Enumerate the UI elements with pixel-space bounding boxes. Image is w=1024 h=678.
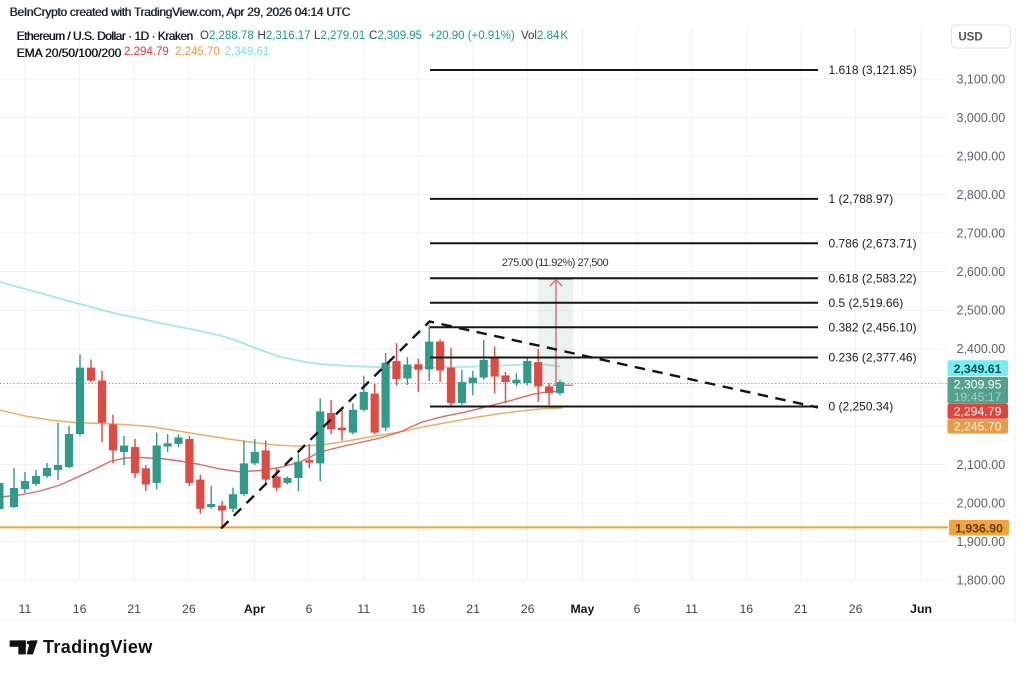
svg-text:26: 26	[849, 602, 863, 616]
svg-text:Jun: Jun	[910, 602, 932, 616]
svg-text:21: 21	[127, 602, 141, 616]
svg-text:3,100.00: 3,100.00	[957, 72, 1006, 86]
svg-text:2,900.00: 2,900.00	[957, 149, 1006, 163]
svg-text:16: 16	[73, 602, 87, 616]
svg-text:2,309.95: 2,309.95	[954, 377, 1002, 391]
svg-text:1,800.00: 1,800.00	[957, 573, 1006, 587]
svg-text:2,245.70: 2,245.70	[954, 420, 1002, 434]
svg-text:2,800.00: 2,800.00	[957, 188, 1006, 202]
svg-text:2,700.00: 2,700.00	[957, 226, 1006, 240]
svg-text:6: 6	[634, 602, 641, 616]
svg-text:0 (2,250.34): 0 (2,250.34)	[829, 400, 894, 414]
svg-text:2,100.00: 2,100.00	[957, 458, 1006, 472]
svg-text:26: 26	[521, 602, 535, 616]
svg-text:21: 21	[794, 602, 808, 616]
svg-text:26: 26	[182, 602, 196, 616]
svg-text:275.00 (11.92%) 27,500: 275.00 (11.92%) 27,500	[502, 257, 609, 269]
svg-text:16: 16	[739, 602, 753, 616]
svg-text:0.786 (2,673.71): 0.786 (2,673.71)	[829, 237, 917, 251]
svg-text:16: 16	[412, 602, 426, 616]
svg-text:0.5 (2,519.66): 0.5 (2,519.66)	[829, 296, 904, 310]
svg-text:19:45:17: 19:45:17	[954, 390, 1002, 404]
svg-text:2,000.00: 2,000.00	[957, 496, 1006, 510]
svg-text:1,936.90: 1,936.90	[955, 521, 1003, 535]
svg-text:2,349.61: 2,349.61	[954, 362, 1002, 376]
svg-text:11: 11	[685, 602, 698, 616]
svg-text:3,000.00: 3,000.00	[957, 111, 1006, 125]
svg-text:1,900.00: 1,900.00	[957, 535, 1006, 549]
svg-text:2,294.79: 2,294.79	[954, 405, 1002, 419]
svg-text:21: 21	[466, 602, 480, 616]
svg-text:1.618 (3,121.85): 1.618 (3,121.85)	[829, 63, 917, 77]
svg-text:Apr: Apr	[244, 602, 265, 616]
svg-text:May: May	[570, 602, 594, 616]
svg-text:0.618 (2,583.22): 0.618 (2,583.22)	[829, 271, 917, 285]
svg-text:USD: USD	[958, 32, 982, 44]
svg-text:11: 11	[19, 602, 32, 616]
svg-text:2,400.00: 2,400.00	[957, 342, 1006, 356]
svg-text:0.382 (2,456.10): 0.382 (2,456.10)	[829, 320, 917, 334]
svg-text:2,600.00: 2,600.00	[957, 265, 1006, 279]
svg-text:0.236 (2,377.46): 0.236 (2,377.46)	[829, 351, 917, 365]
svg-text:1 (2,788.97): 1 (2,788.97)	[829, 192, 894, 206]
svg-text:11: 11	[357, 602, 370, 616]
svg-text:2,500.00: 2,500.00	[957, 304, 1006, 318]
svg-text:6: 6	[306, 602, 313, 616]
